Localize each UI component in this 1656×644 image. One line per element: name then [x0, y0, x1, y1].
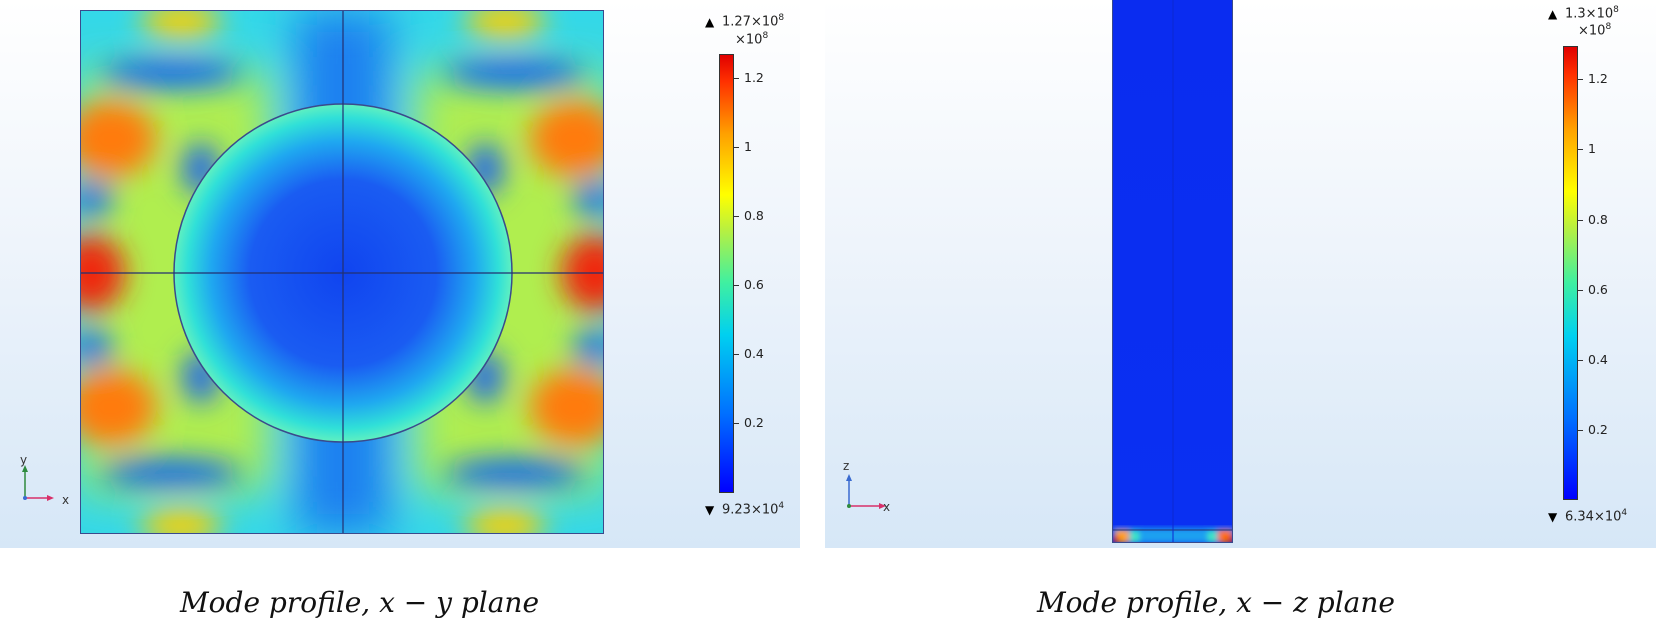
colorbar-tick: 1.2 — [1578, 71, 1608, 86]
colorbar-tick: 0.6 — [734, 277, 764, 292]
xz-heatmap — [1113, 0, 1232, 542]
y-axis-label: y — [20, 453, 28, 467]
min-marker-icon: ▼ — [705, 503, 715, 517]
x-axis-label: x — [62, 493, 70, 507]
colorbar-tick: 0.2 — [1578, 422, 1608, 437]
xz-axis-triad — [846, 474, 886, 509]
colorbar-tick: 0.4 — [734, 346, 764, 361]
max-marker-icon: ▲ — [705, 15, 715, 29]
max-marker-icon: ▲ — [1548, 7, 1558, 21]
colorbar-max-label: 1.27×108 — [722, 13, 785, 30]
xy-axis-triad — [22, 465, 54, 501]
colorbar-scale-label: ×108 — [1578, 22, 1612, 39]
xz-plane-caption: Mode profile, x − z plane — [1037, 586, 1395, 619]
colorbar-min-label: 6.34×104 — [1565, 508, 1628, 525]
colorbar-max-label: 1.3×108 — [1565, 5, 1619, 22]
xy-heatmap — [81, 11, 603, 533]
min-marker-icon: ▼ — [1548, 510, 1558, 524]
xy-mode-profile-plot — [80, 10, 604, 534]
colorbar-tick: 1 — [1578, 141, 1596, 156]
xy-plane-panel: y x ▲ 1.27×108 ×108 1.2 1 0.8 0.6 0.4 0.… — [0, 0, 800, 548]
xz-plane-panel: z x ▲ 1.3×108 ×108 1.2 1 0.8 0.6 0.4 0.2… — [825, 0, 1656, 548]
colorbar-tick: 0.8 — [734, 208, 764, 223]
colorbar-tick: 1.2 — [734, 70, 764, 85]
colorbar-tick: 1 — [734, 139, 752, 154]
colorbar-min-label: 9.23×104 — [722, 501, 785, 518]
z-axis-label: z — [843, 459, 850, 473]
xz-mode-profile-plot — [1112, 0, 1233, 543]
colorbar — [719, 54, 734, 493]
xy-plane-caption: Mode profile, x − y plane — [180, 586, 540, 619]
colorbar-tick: 0.8 — [1578, 212, 1608, 227]
colorbar — [1563, 46, 1578, 500]
x-axis-label: x — [883, 500, 891, 514]
colorbar-tick: 0.2 — [734, 415, 764, 430]
colorbar-tick: 0.4 — [1578, 352, 1608, 367]
colorbar-scale-label: ×108 — [735, 31, 769, 48]
colorbar-tick: 0.6 — [1578, 282, 1608, 297]
